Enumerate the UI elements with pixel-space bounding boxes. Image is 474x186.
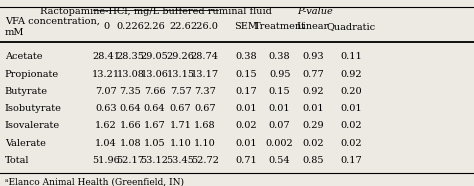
Text: Acetate: Acetate bbox=[5, 52, 42, 61]
Text: 13.15: 13.15 bbox=[166, 70, 195, 78]
Text: 0.77: 0.77 bbox=[302, 70, 324, 78]
Text: 0.85: 0.85 bbox=[302, 156, 324, 165]
Text: 0.226: 0.226 bbox=[117, 23, 144, 31]
Text: Treatment: Treatment bbox=[254, 23, 306, 31]
Text: 0.38: 0.38 bbox=[269, 52, 291, 61]
Text: 1.66: 1.66 bbox=[119, 121, 141, 130]
Text: 13.08: 13.08 bbox=[117, 70, 144, 78]
Text: 0.02: 0.02 bbox=[236, 121, 257, 130]
Text: Isobutyrate: Isobutyrate bbox=[5, 104, 62, 113]
Text: 52.17: 52.17 bbox=[116, 156, 145, 165]
Text: Quadratic: Quadratic bbox=[326, 23, 375, 31]
Text: 1.68: 1.68 bbox=[194, 121, 216, 130]
Text: 13.06: 13.06 bbox=[141, 70, 168, 78]
Text: 1.67: 1.67 bbox=[144, 121, 165, 130]
Text: 28.74: 28.74 bbox=[191, 52, 219, 61]
Text: 0.02: 0.02 bbox=[302, 139, 324, 148]
Text: 0.93: 0.93 bbox=[302, 52, 324, 61]
Text: 0.01: 0.01 bbox=[236, 139, 257, 148]
Text: Isovalerate: Isovalerate bbox=[5, 121, 60, 130]
Text: 226.0: 226.0 bbox=[191, 23, 219, 31]
Text: 0.67: 0.67 bbox=[170, 104, 191, 113]
Text: 1.10: 1.10 bbox=[170, 139, 191, 148]
Text: Ractopamine-HCl, mg/L buffered ruminal fluid: Ractopamine-HCl, mg/L buffered ruminal f… bbox=[39, 7, 272, 16]
Text: 0.64: 0.64 bbox=[119, 104, 141, 113]
Text: 7.57: 7.57 bbox=[170, 87, 191, 96]
Text: SEM: SEM bbox=[235, 23, 258, 31]
Text: 0.01: 0.01 bbox=[340, 104, 362, 113]
Text: 0.95: 0.95 bbox=[269, 70, 291, 78]
Text: 0.54: 0.54 bbox=[269, 156, 291, 165]
Text: 0.67: 0.67 bbox=[194, 104, 216, 113]
Text: 0.17: 0.17 bbox=[236, 87, 257, 96]
Text: Butyrate: Butyrate bbox=[5, 87, 48, 96]
Text: 0.11: 0.11 bbox=[340, 52, 362, 61]
Text: 2.26: 2.26 bbox=[144, 23, 165, 31]
Text: 0.17: 0.17 bbox=[340, 156, 362, 165]
Text: 0.002: 0.002 bbox=[266, 139, 293, 148]
Text: 0.29: 0.29 bbox=[302, 121, 324, 130]
Text: 1.71: 1.71 bbox=[170, 121, 191, 130]
Text: 0.01: 0.01 bbox=[269, 104, 291, 113]
Text: 13.17: 13.17 bbox=[191, 70, 219, 78]
Text: Propionate: Propionate bbox=[5, 70, 59, 78]
Text: 0.15: 0.15 bbox=[236, 70, 257, 78]
Text: 53.45: 53.45 bbox=[167, 156, 194, 165]
Text: 0.01: 0.01 bbox=[236, 104, 257, 113]
Text: 0.92: 0.92 bbox=[340, 70, 362, 78]
Text: 0.38: 0.38 bbox=[236, 52, 257, 61]
Text: 7.07: 7.07 bbox=[95, 87, 117, 96]
Text: 0.15: 0.15 bbox=[269, 87, 291, 96]
Text: 1.62: 1.62 bbox=[95, 121, 117, 130]
Text: 0.92: 0.92 bbox=[302, 87, 324, 96]
Text: 1.04: 1.04 bbox=[95, 139, 117, 148]
Text: ᵃElanco Animal Health (Greenfield, IN): ᵃElanco Animal Health (Greenfield, IN) bbox=[5, 178, 184, 186]
Text: 22.6: 22.6 bbox=[170, 23, 191, 31]
Text: Linear: Linear bbox=[297, 23, 329, 31]
Text: 7.66: 7.66 bbox=[144, 87, 165, 96]
Text: 29.26: 29.26 bbox=[167, 52, 194, 61]
Text: 1.08: 1.08 bbox=[119, 139, 141, 148]
Text: 0.64: 0.64 bbox=[144, 104, 165, 113]
Text: 1.05: 1.05 bbox=[144, 139, 165, 148]
Text: 0.63: 0.63 bbox=[95, 104, 117, 113]
Text: 53.12: 53.12 bbox=[140, 156, 169, 165]
Text: 0.07: 0.07 bbox=[269, 121, 291, 130]
Text: 13.21: 13.21 bbox=[92, 70, 120, 78]
Text: 7.35: 7.35 bbox=[119, 87, 141, 96]
Text: 0.02: 0.02 bbox=[340, 139, 362, 148]
Text: VFA concentration,
mM: VFA concentration, mM bbox=[5, 17, 100, 37]
Text: Valerate: Valerate bbox=[5, 139, 46, 148]
Text: 0.20: 0.20 bbox=[340, 87, 362, 96]
Text: Total: Total bbox=[5, 156, 29, 165]
Text: 29.05: 29.05 bbox=[141, 52, 168, 61]
Text: 0: 0 bbox=[103, 23, 109, 31]
Text: 0.02: 0.02 bbox=[340, 121, 362, 130]
Text: 51.96: 51.96 bbox=[92, 156, 120, 165]
Text: 0.71: 0.71 bbox=[236, 156, 257, 165]
Text: 7.37: 7.37 bbox=[194, 87, 216, 96]
Text: 52.72: 52.72 bbox=[191, 156, 219, 165]
Text: P-value: P-value bbox=[297, 7, 333, 16]
Text: 1.10: 1.10 bbox=[194, 139, 216, 148]
Text: 28.35: 28.35 bbox=[117, 52, 144, 61]
Text: 0.01: 0.01 bbox=[302, 104, 324, 113]
Text: 28.41: 28.41 bbox=[92, 52, 120, 61]
